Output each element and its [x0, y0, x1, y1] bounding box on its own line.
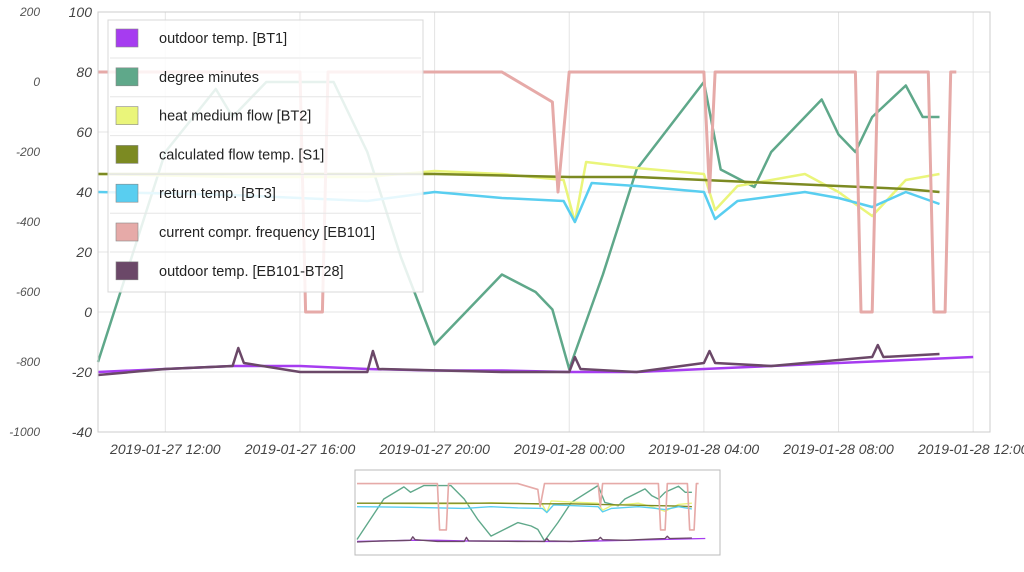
x-tick-label: 2019-01-28 04:00 [648, 441, 760, 457]
navigator-series-2 [356, 484, 692, 542]
navigator-series-4 [357, 502, 692, 508]
y-tick-label-left: -200 [16, 145, 40, 159]
navigator-series-7 [356, 535, 692, 543]
legend-label[interactable]: heat medium flow [BT2] [159, 109, 311, 125]
legend-swatch[interactable] [115, 222, 139, 242]
y-tick-label-right: 0 [84, 304, 92, 320]
series-line-7 [97, 343, 940, 377]
legend-swatch[interactable] [115, 67, 139, 87]
y-tick-label-right: 80 [76, 64, 92, 80]
legend[interactable]: outdoor temp. [BT1] degree minutes heat me… [107, 19, 424, 293]
legend-box [107, 19, 424, 293]
legend-swatch[interactable] [115, 261, 139, 281]
legend-label[interactable]: return temp. [BT3] [159, 186, 276, 202]
y-tick-label-left: -800 [16, 355, 40, 369]
x-tick-label: 2019-01-27 16:00 [244, 441, 356, 457]
x-tick-label: 2019-01-27 20:00 [378, 441, 490, 457]
y-tick-label-right: 20 [75, 244, 92, 260]
y-tick-label-right: 40 [76, 184, 92, 200]
x-tick-label: 2019-01-28 08:00 [782, 441, 894, 457]
axis-labels: 100806040200-20-402000-200-400-600-800-1… [9, 4, 1024, 457]
legend-label[interactable]: outdoor temp. [EB101-BT28] [159, 264, 344, 280]
x-tick-label: 2019-01-28 12:00 [917, 441, 1024, 457]
y-tick-label-left: 200 [19, 5, 40, 19]
y-tick-label-left: -1000 [9, 425, 40, 439]
x-tick-label: 2019-01-28 00:00 [513, 441, 625, 457]
legend-swatch[interactable] [115, 106, 139, 125]
plot-border [97, 11, 991, 433]
legend-label[interactable]: degree minutes [159, 70, 259, 86]
y-tick-label-right: 60 [76, 124, 92, 140]
y-tick-label-left: -600 [16, 285, 40, 299]
legend-label[interactable]: outdoor temp. [BT1] [159, 31, 287, 47]
y-tick-label-right: -20 [72, 364, 92, 380]
y-tick-label-right: -40 [72, 424, 92, 440]
legend-label[interactable]: calculated flow temp. [S1] [159, 147, 324, 163]
navigator-series-6 [357, 482, 699, 531]
legend-label[interactable]: current compr. frequency [EB101] [159, 225, 375, 241]
legend-swatch[interactable] [115, 28, 139, 48]
legend-swatch[interactable] [115, 145, 139, 164]
legend-swatch[interactable] [115, 183, 139, 203]
y-tick-label-left: -400 [16, 215, 40, 229]
navigator-series-5 [356, 504, 693, 514]
y-tick-label-right: 100 [69, 4, 93, 20]
x-tick-label: 2019-01-27 12:00 [109, 441, 221, 457]
navigator-overview[interactable] [354, 469, 721, 556]
y-tick-label-left: 0 [33, 75, 40, 89]
